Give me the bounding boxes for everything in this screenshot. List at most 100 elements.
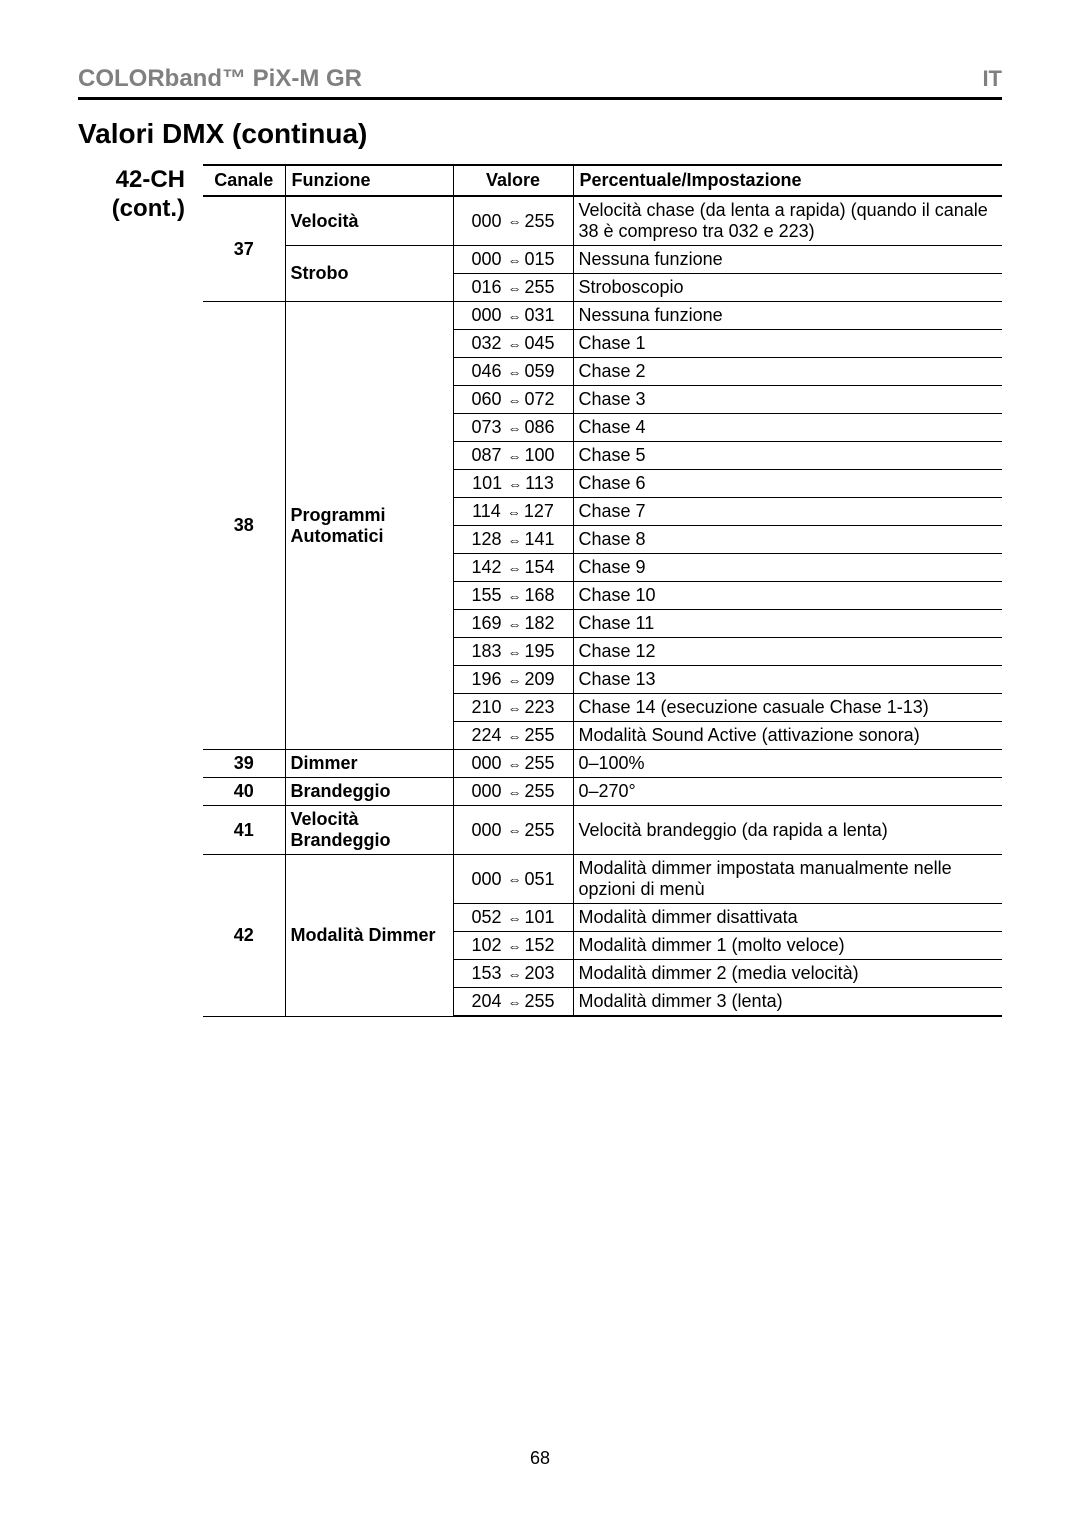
table-row: 38Programmi Automatici000⇔031Nessuna fun… [203, 302, 1002, 330]
table-row: 40Brandeggio000⇔2550–270° [203, 778, 1002, 806]
cell-perc: Modalità dimmer 1 (molto veloce) [573, 932, 1002, 960]
cell-canale: 41 [203, 806, 285, 855]
value-to: 015 [525, 249, 555, 270]
cell-funzione: Dimmer [285, 750, 453, 778]
cell-perc: Modalità Sound Active (attivazione sonor… [573, 722, 1002, 750]
range-arrow-icon: ⇔ [508, 757, 519, 771]
cell-valore: 087 ⇔ 100 [453, 442, 573, 470]
cell-valore: 073⇔086 [453, 414, 573, 442]
content-area: 42-CH (cont.) Canale Funzione Valore Per… [78, 164, 1002, 1017]
col-funzione-header: Funzione [285, 165, 453, 196]
cell-valore: 204⇔255 [453, 988, 573, 1017]
cell-valore: 032 ⇔ 045 [453, 330, 573, 358]
cell-valore: 102⇔152 [453, 932, 573, 960]
value-to: 152 [525, 935, 555, 956]
cell-valore: 000⇔031 [453, 302, 573, 330]
cell-valore: 196⇔209 [453, 666, 573, 694]
cell-perc: 0–100% [573, 750, 1002, 778]
range-arrow-icon: ⇔ [508, 449, 519, 463]
value-to: 127 [524, 501, 554, 522]
value-to: 223 [525, 697, 555, 718]
cell-valore: 169⇔182 [453, 610, 573, 638]
value-to: 100 [525, 445, 555, 466]
table-row: 37Velocità000⇔255Velocità chase (da lent… [203, 196, 1002, 246]
value-from: 060 [471, 389, 501, 410]
value-from: 000 [471, 781, 501, 802]
cell-valore: 016⇔255 [453, 274, 573, 302]
value-to: 072 [525, 389, 555, 410]
range-arrow-icon: ⇔ [508, 337, 519, 351]
value-to: 154 [525, 557, 555, 578]
cell-perc: Chase 6 [573, 470, 1002, 498]
value-to: 209 [525, 669, 555, 690]
cell-perc: Chase 12 [573, 638, 1002, 666]
cell-perc: Velocità chase (da lenta a rapida) (quan… [573, 196, 1002, 246]
cell-valore: 142⇔154 [453, 554, 573, 582]
cell-perc: Modalità dimmer disattivata [573, 904, 1002, 932]
range-arrow-icon: ⇔ [508, 673, 519, 687]
value-from: 210 [471, 697, 501, 718]
cell-perc: Chase 8 [573, 526, 1002, 554]
col-perc-header: Percentuale/Impostazione [573, 165, 1002, 196]
dmx-table-wrap: Canale Funzione Valore Percentuale/Impos… [203, 164, 1002, 1017]
range-arrow-icon: ⇔ [508, 561, 519, 575]
range-arrow-icon: ⇔ [508, 253, 519, 267]
value-to: 255 [525, 820, 555, 841]
value-from: 224 [471, 725, 501, 746]
value-from: 087 [471, 445, 501, 466]
value-from: 016 [471, 277, 501, 298]
value-from: 153 [471, 963, 501, 984]
cell-valore: 052⇔101 [453, 904, 573, 932]
value-to: 255 [525, 991, 555, 1012]
cell-perc: Chase 3 [573, 386, 1002, 414]
value-to: 086 [525, 417, 555, 438]
range-arrow-icon: ⇔ [508, 589, 519, 603]
value-from: 128 [471, 529, 501, 550]
cell-valore: 000 ⇔ 255 [453, 778, 573, 806]
cell-valore: 000⇔051 [453, 855, 573, 904]
cell-perc: Chase 4 [573, 414, 1002, 442]
value-from: 114 [472, 501, 501, 522]
value-to: 045 [525, 333, 555, 354]
range-arrow-icon: ⇔ [508, 281, 519, 295]
cell-canale: 40 [203, 778, 285, 806]
value-from: 101 [472, 473, 502, 494]
table-header-row: Canale Funzione Valore Percentuale/Impos… [203, 165, 1002, 196]
value-from: 046 [471, 361, 501, 382]
range-arrow-icon: ⇔ [508, 617, 519, 631]
cell-valore: 210 ⇔ 223 [453, 694, 573, 722]
value-from: 102 [471, 935, 501, 956]
value-from: 000 [471, 753, 501, 774]
table-row: 41Velocità Brandeggio000⇔255Velocità bra… [203, 806, 1002, 855]
range-arrow-icon: ⇔ [508, 872, 519, 886]
range-arrow-icon: ⇔ [508, 309, 519, 323]
value-to: 195 [525, 641, 555, 662]
range-arrow-icon: ⇔ [508, 785, 519, 799]
cell-valore: 060 ⇔ 072 [453, 386, 573, 414]
value-to: 113 [525, 473, 554, 494]
cell-funzione: Programmi Automatici [285, 302, 453, 750]
cell-perc: Nessuna funzione [573, 246, 1002, 274]
range-arrow-icon: ⇔ [508, 645, 519, 659]
cell-perc: Modalità dimmer impostata manualmente ne… [573, 855, 1002, 904]
cell-funzione: Strobo [285, 246, 453, 302]
cell-valore: 000⇔015 [453, 246, 573, 274]
table-row: 39Dimmer000⇔2550–100% [203, 750, 1002, 778]
page-number: 68 [0, 1448, 1080, 1469]
value-from: 155 [471, 585, 501, 606]
page-header: COLORband™ PiX-M GR IT [78, 65, 1002, 100]
value-to: 255 [525, 781, 555, 802]
value-from: 032 [471, 333, 501, 354]
value-to: 182 [525, 613, 555, 634]
cell-perc: Chase 1 [573, 330, 1002, 358]
cell-valore: 224⇔255 [453, 722, 573, 750]
range-arrow-icon: ⇔ [508, 701, 519, 715]
cell-canale: 42 [203, 855, 285, 1017]
cell-perc: Chase 2 [573, 358, 1002, 386]
range-arrow-icon: ⇔ [508, 533, 519, 547]
value-to: 059 [525, 361, 555, 382]
cell-canale: 38 [203, 302, 285, 750]
range-arrow-icon: ⇔ [508, 393, 519, 407]
language-code: IT [982, 66, 1002, 92]
range-arrow-icon: ⇔ [508, 995, 519, 1009]
